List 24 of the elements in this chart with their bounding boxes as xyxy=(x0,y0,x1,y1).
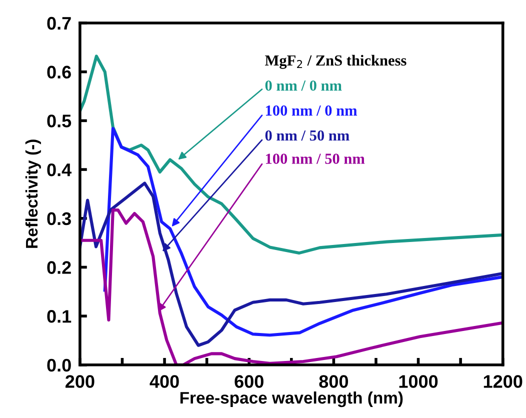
x-tick-label: 200 xyxy=(66,375,94,388)
x-tick-label: 1000 xyxy=(399,375,438,388)
y-tick-label: 0.5 xyxy=(47,114,72,128)
annotation: 0 nm / 0 nm xyxy=(265,80,342,91)
x-tick-label: 1200 xyxy=(484,375,522,388)
x-tick-label: 400 xyxy=(150,375,179,388)
y-tick-label: 0.0 xyxy=(47,358,71,372)
y-tick-label: 0.2 xyxy=(47,261,71,274)
annotation: 100 nm / 0 nm xyxy=(266,105,358,116)
y-tick-label: 0.3 xyxy=(47,212,71,226)
annotation: 0 nm / 50 nm xyxy=(265,130,350,141)
y-tick-label: 0.1 xyxy=(47,310,72,323)
y-tick-label: 0.7 xyxy=(47,16,71,30)
x-axis-title: Free-space wavelength (nm) xyxy=(180,391,403,408)
y-tick-label: 0.4 xyxy=(47,163,72,176)
annotation: 100 nm / 50 nm xyxy=(266,154,365,164)
y-axis-title: Reflectivity (-) xyxy=(25,140,41,248)
line-series xyxy=(80,182,503,347)
x-tick-label: 800 xyxy=(319,375,348,388)
legend-title: MgF$_{2}$ / ZnS thickness xyxy=(265,54,406,69)
y-tick-label: 0.6 xyxy=(47,66,71,79)
x-tick-label: 600 xyxy=(234,375,264,388)
line-series xyxy=(80,54,503,255)
line-series xyxy=(103,126,503,337)
